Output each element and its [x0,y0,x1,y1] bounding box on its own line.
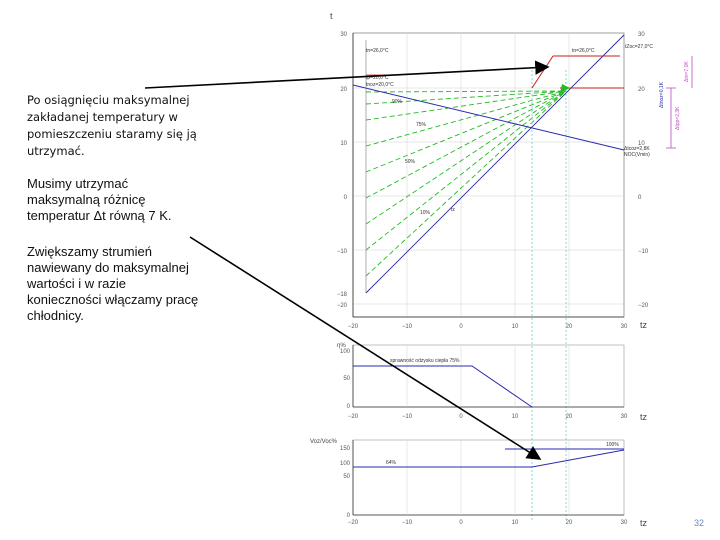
mid-ytick: 100 [340,349,351,355]
mid-xtick: 20 [566,414,573,420]
mid-xtick: 30 [621,414,628,420]
dtn-label: Δtn=7,0K [684,61,690,82]
mid-ytick: 50 [343,376,350,382]
note-increase-supply-flow: Zwiększamy strumień nawiewany do maksyma… [27,244,199,323]
top-ytick-right: 20 [638,87,645,93]
top-xtick: −20 [348,324,359,330]
top-chart: t tz 30 20 10 0 −10 −18 −20 30 20 10 0 −… [330,11,693,522]
heating-dashed-lines [365,90,567,277]
mid-xtick: −20 [348,414,359,420]
flow-rising-line [353,449,625,468]
mid-x-axis-label: tz [640,412,648,422]
top-xtick: 0 [459,324,463,330]
top-ytick-left: 10 [340,141,347,147]
bottom-ytick: 150 [340,446,351,452]
top-ytick-left: −20 [337,303,348,309]
marker-lines [531,70,567,522]
dtpp-label: Δtpp=2,3K [675,106,681,130]
note-reach-max-temperature: Po osiągnięciu maksymalnej zakładanej te… [27,93,197,158]
green-point-marker [560,84,570,93]
limit-rise-line [531,55,554,89]
bottom-ytick: 50 [343,474,350,480]
bottom-xtick: 30 [621,520,628,526]
flow-max-label: 100% [606,442,619,448]
top-ytick-right: 10 [638,141,645,147]
arrow-to-flow-icon [189,236,542,460]
top-ytick-right: −20 [638,303,649,309]
annotation-dtcoz: Δtcoz=2,8K [624,146,650,152]
mid-xtick: 10 [512,414,519,420]
tn-right-label: tn=26,0°C [572,48,595,54]
efficiency-label: sprawność odzysku ciepła 75% [390,358,460,364]
magenta-brackets [666,56,693,149]
tp-label: tp=20,0°C [366,75,389,81]
bottom-xtick: 10 [512,520,519,526]
bottom-xtick: −10 [402,520,413,526]
flow-min-label: 64% [386,460,397,466]
top-ytick-left: 0 [344,195,348,201]
pct-75-label: 75% [416,122,427,128]
annotation-noc: NOC(Vmin) [624,152,650,158]
pct-50-label: 50% [405,159,416,165]
top-ytick-left: −18 [337,292,348,298]
mid-xtick: 0 [459,414,463,420]
pct-10-label: 10% [420,210,431,216]
bottom-ytick: 100 [340,461,351,467]
supply-air-line [352,84,625,151]
bottom-xtick: 0 [459,520,463,526]
note-keep-temperature-difference: Musimy utrzymać maksymalną różnicę tempe… [27,176,172,223]
efficiency-line [353,365,533,408]
bottom-xtick: 20 [566,520,573,526]
top-xtick: 10 [512,324,519,330]
arrow-to-limit-icon [144,60,550,89]
top-xtick: 20 [566,324,573,330]
mid-y-axis-label: η% [337,343,346,349]
tnoz-label: tnoz=20,0°C [366,82,394,88]
dtnoz-label: Δtnoz=0,1K [659,81,665,108]
top-ytick-left: 30 [340,32,347,38]
flow-chart: Voz/Voc% tz 150 100 50 0 −20 −10 0 10 20… [310,439,648,528]
top-ytick-right: 30 [638,32,645,38]
bottom-ytick: 0 [347,513,351,519]
top-ytick-right: −10 [638,249,649,255]
bottom-x-axis-label: tz [640,518,648,528]
top-ytick-left: −10 [337,249,348,255]
top-y-axis-label: t [330,11,333,21]
bottom-xtick: −20 [348,520,359,526]
top-x-axis-label: tz [640,320,648,330]
top-ytick-right: 0 [638,195,642,201]
top-ytick-left: 20 [340,87,347,93]
diagonal-tz-line [365,34,625,294]
pct-90-label: 90% [392,99,403,105]
bottom-y-axis-label: Voz/Voc% [310,439,338,445]
mid-xtick: −10 [402,414,413,420]
efficiency-chart: η% tz 100 50 0 −20 −10 0 10 20 30 sprawn… [337,343,648,422]
tz-diagonal-label: tz [451,207,455,213]
tn-left-label: tn=26,0°C [366,48,389,54]
top-xtick: 30 [621,324,628,330]
top-xtick: −10 [402,324,413,330]
tzoc-label: tZoc=27,0°C [625,44,653,50]
page-number: 32 [693,518,704,528]
mid-ytick: 0 [347,404,351,410]
